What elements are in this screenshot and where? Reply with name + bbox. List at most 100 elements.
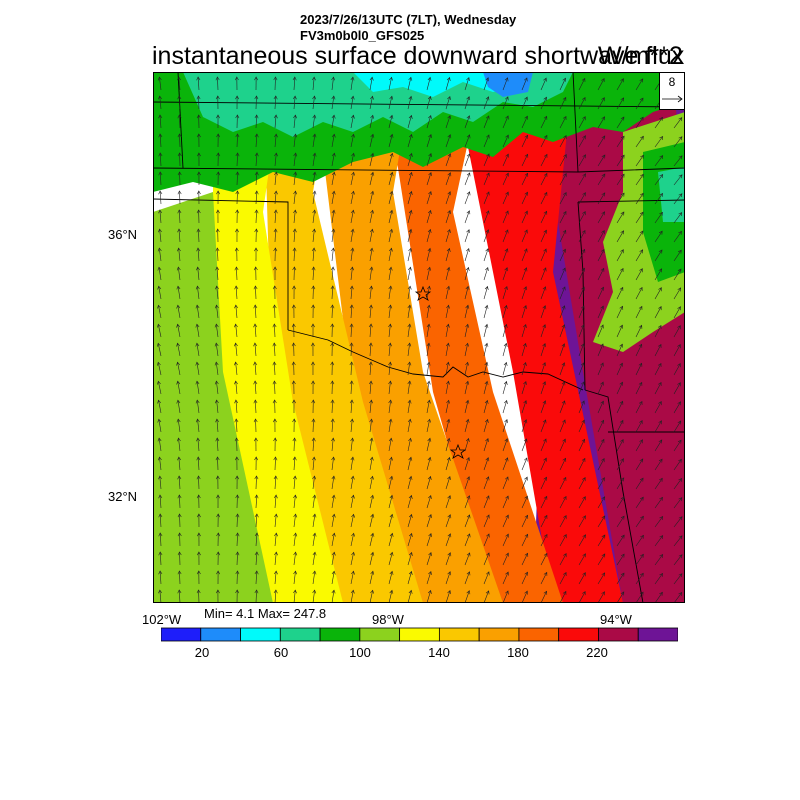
- wind-vector-arrow: [445, 552, 452, 566]
- wind-vector-arrow: [330, 399, 335, 414]
- wind-vector-arrow: [196, 76, 201, 91]
- wind-vector-arrow: [597, 477, 605, 490]
- wind-vector-arrow: [216, 513, 221, 528]
- wind-vector-arrow: [350, 114, 355, 129]
- wind-vector-arrow: [234, 323, 238, 338]
- wind-vector-arrow: [157, 266, 162, 281]
- wind-vector-arrow: [635, 135, 644, 148]
- wind-vector-arrow: [578, 572, 586, 585]
- wind-vector-arrow: [388, 114, 394, 129]
- wind-vector-arrow: [502, 438, 509, 452]
- wind-vector-arrow: [293, 114, 297, 129]
- wind-vector-arrow: [293, 494, 298, 509]
- wind-vector-arrow: [407, 209, 413, 224]
- wind-vector-arrow: [388, 532, 394, 547]
- wind-vector-arrow: [196, 589, 201, 603]
- wind-vector-arrow: [196, 133, 201, 148]
- wind-vector-arrow: [216, 190, 221, 205]
- wind-vector-arrow: [559, 362, 566, 376]
- wind-vector-arrow: [540, 571, 548, 585]
- wind-vector-arrow: [654, 155, 664, 167]
- wind-vector-arrow: [464, 361, 469, 376]
- wind-vector-arrow: [196, 551, 201, 566]
- wind-vector-arrow: [253, 399, 258, 414]
- wind-vector-arrow: [407, 456, 413, 471]
- wind-vector-arrow: [445, 191, 452, 205]
- wind-vector-arrow: [253, 418, 258, 433]
- wind-vector-arrow: [369, 266, 374, 281]
- wind-vector-arrow: [483, 399, 489, 414]
- wind-vector-arrow: [331, 152, 336, 167]
- wind-vector-arrow: [502, 191, 509, 205]
- wind-vector-arrow: [635, 154, 644, 167]
- wind-vector-arrow: [388, 361, 392, 376]
- wind-vector-arrow: [540, 267, 547, 281]
- wind-vector-arrow: [464, 399, 470, 414]
- wind-vector-arrow: [521, 476, 528, 490]
- wind-vector-arrow: [426, 418, 431, 433]
- wind-vector-arrow: [273, 76, 278, 91]
- wind-vector-arrow: [464, 285, 470, 300]
- wind-vector-arrow: [483, 115, 490, 129]
- wind-vector-arrow: [388, 323, 392, 338]
- wind-vector-arrow: [483, 285, 489, 300]
- wind-vector-arrow: [426, 514, 432, 528]
- wind-vector-arrow: [502, 96, 509, 110]
- map-frame: [153, 72, 685, 603]
- wind-vector-arrow: [578, 116, 586, 129]
- wind-vector-arrow: [216, 494, 220, 509]
- wind-vector-arrow: [483, 533, 490, 547]
- wind-vector-arrow: [291, 380, 296, 395]
- wind-vector-arrow: [483, 590, 490, 603]
- wind-vector-arrow: [273, 475, 278, 490]
- wind-vector-arrow: [253, 266, 258, 281]
- wind-vector-arrow: [350, 133, 355, 148]
- wind-vector-arrow: [156, 361, 162, 376]
- wind-vector-arrow: [158, 209, 163, 224]
- wind-vector-arrow: [616, 572, 625, 585]
- wind-vector-arrow: [578, 135, 586, 148]
- wind-vector-arrow: [235, 152, 240, 167]
- wind-vector-arrow: [597, 458, 605, 471]
- wind-vector-arrow: [445, 380, 450, 395]
- wind-vector-arrow: [234, 76, 239, 91]
- border-mo-ar: [577, 199, 685, 203]
- wind-vector-arrow: [177, 589, 182, 603]
- wind-vector-arrow: [388, 228, 394, 243]
- wind-vector-arrow: [216, 133, 221, 148]
- wind-vector-arrow: [158, 494, 163, 509]
- colorbar-swatch: [319, 627, 361, 642]
- wind-vector-arrow: [407, 494, 413, 509]
- wind-vector-arrow: [635, 515, 644, 528]
- wind-vector-arrow: [176, 418, 181, 433]
- wind-vector-arrow: [540, 191, 548, 205]
- wind-vector-arrow: [502, 172, 509, 186]
- wind-vector-arrow: [559, 115, 567, 129]
- wind-vector-arrow: [197, 152, 201, 167]
- wind-vector-arrow: [388, 551, 394, 566]
- colorbar-label-140: 140: [428, 645, 450, 660]
- wind-vector-arrow: [407, 190, 413, 205]
- wind-vector-arrow: [502, 380, 508, 395]
- wind-vector-arrow: [369, 152, 375, 167]
- wind-vector-arrow: [369, 171, 375, 186]
- wind-vector-arrow: [654, 553, 664, 566]
- wind-vector-arrow: [254, 95, 259, 110]
- wind-vector-arrow: [312, 532, 317, 547]
- wind-vector-arrow: [483, 418, 489, 433]
- wind-vector-arrow: [272, 418, 277, 433]
- wind-vector-arrow: [407, 380, 412, 395]
- wind-vector-arrow: [426, 380, 431, 395]
- wind-vector-arrow: [235, 114, 240, 129]
- wind-vector-arrow: [616, 97, 625, 110]
- wind-vector-arrow: [273, 266, 277, 281]
- wind-vector-arrow: [502, 210, 509, 224]
- wind-vector-arrow: [234, 285, 239, 300]
- wind-vector-arrow: [616, 192, 625, 205]
- wind-vector-arrow: [578, 286, 585, 300]
- colorbar-swatch: [240, 627, 281, 642]
- wind-vector-arrow: [673, 268, 682, 281]
- wind-vector-arrow: [292, 76, 297, 91]
- wind-vector-arrow: [330, 418, 335, 433]
- wind-vector-arrow: [521, 134, 529, 148]
